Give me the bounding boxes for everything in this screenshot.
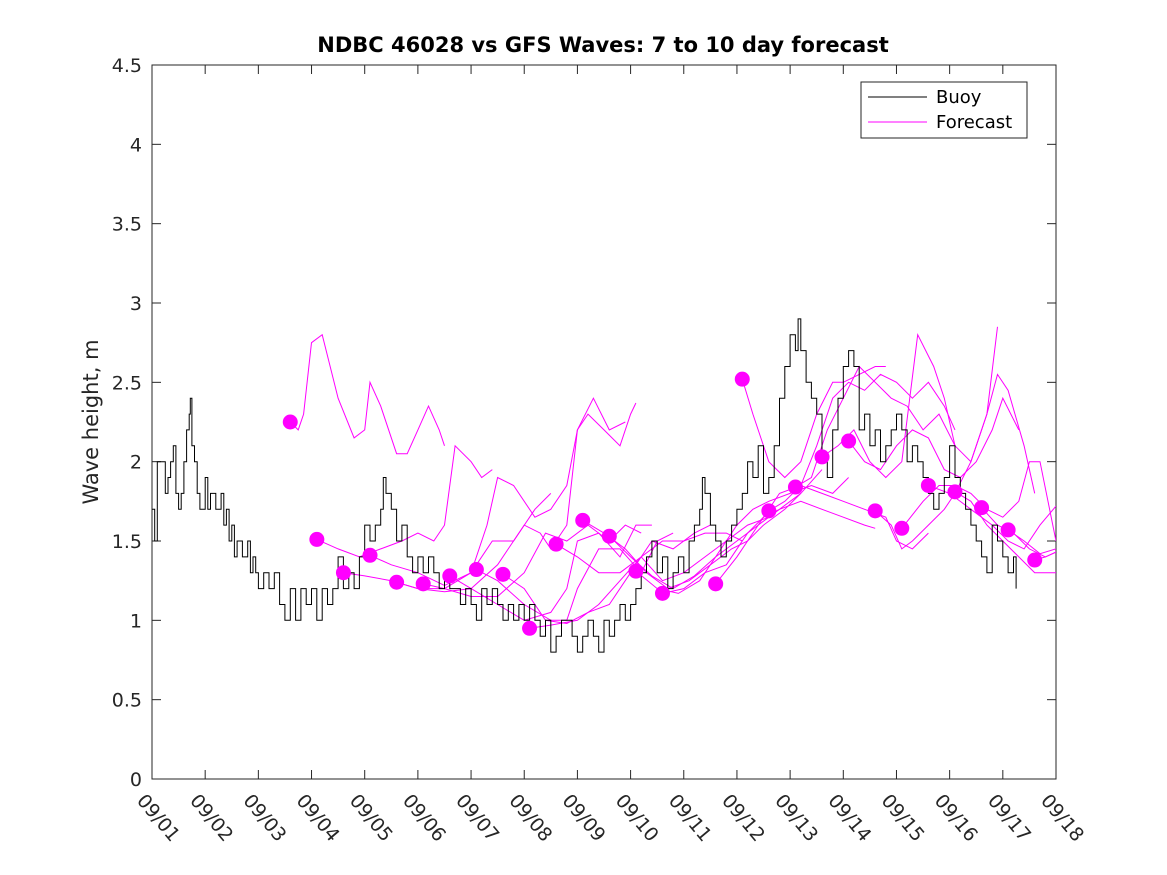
forecast-line bbox=[502, 524, 711, 625]
forecast-marker bbox=[1027, 552, 1043, 568]
forecast-marker bbox=[282, 414, 298, 430]
forecast-marker bbox=[654, 585, 670, 601]
forecast-marker bbox=[628, 563, 644, 579]
x-tick-label: 09/13 bbox=[770, 790, 822, 846]
legend-box bbox=[860, 81, 1028, 139]
legend: Buoy Forecast bbox=[860, 81, 1028, 139]
forecast-marker bbox=[814, 449, 830, 465]
y-axis: 0 0.5 1 1.5 2 2.5 3 3.5 4 4.5 bbox=[112, 55, 1056, 791]
forecast-marker bbox=[894, 520, 910, 536]
forecast-marker bbox=[920, 477, 936, 493]
y-tick-label: 2 bbox=[130, 452, 142, 474]
forecast-marker bbox=[309, 531, 325, 547]
forecast-line bbox=[582, 493, 802, 590]
y-tick-label: 1.5 bbox=[112, 531, 142, 553]
x-tick-label: 09/11 bbox=[664, 790, 716, 846]
y-axis-label: Wave height, m bbox=[79, 339, 103, 504]
forecast-marker bbox=[522, 620, 538, 636]
y-tick-label: 4 bbox=[130, 134, 142, 156]
series-layer bbox=[152, 318, 1056, 653]
forecast-marker bbox=[867, 503, 883, 519]
x-tick-label: 09/04 bbox=[292, 790, 344, 846]
legend-label-buoy: Buoy bbox=[936, 87, 982, 108]
forecast-marker bbox=[787, 479, 803, 495]
forecast-marker bbox=[362, 547, 378, 563]
forecast-marker bbox=[601, 528, 617, 544]
forecast-marker bbox=[1000, 522, 1016, 538]
x-tick-label: 09/17 bbox=[983, 790, 1035, 846]
y-tick-label: 0 bbox=[130, 769, 142, 791]
forecast-line bbox=[449, 524, 652, 621]
forecast-marker bbox=[468, 562, 484, 578]
y-tick-label: 0.5 bbox=[112, 690, 142, 712]
x-tick-label: 09/10 bbox=[611, 790, 663, 846]
x-tick-label: 09/03 bbox=[239, 790, 291, 846]
forecast-line bbox=[369, 402, 637, 586]
forecast-line bbox=[289, 333, 445, 455]
legend-label-forecast: Forecast bbox=[936, 112, 1012, 133]
x-tick-label: 09/01 bbox=[132, 790, 184, 846]
x-tick-label: 09/09 bbox=[558, 790, 610, 846]
x-tick-label: 09/16 bbox=[930, 790, 982, 846]
plot-area bbox=[151, 64, 1057, 780]
forecast-marker bbox=[974, 500, 990, 516]
y-tick-label: 2.5 bbox=[112, 372, 142, 394]
forecast-line bbox=[635, 477, 849, 594]
x-tick-label: 09/08 bbox=[504, 790, 556, 846]
forecast-marker bbox=[708, 576, 724, 592]
forecast-line bbox=[316, 444, 493, 558]
forecast-marker bbox=[734, 371, 750, 387]
forecast-line bbox=[555, 516, 769, 582]
x-tick-label: 09/18 bbox=[1036, 790, 1088, 846]
x-tick-label: 09/15 bbox=[877, 790, 929, 846]
y-tick-label: 4.5 bbox=[112, 55, 142, 77]
forecast-marker bbox=[947, 484, 963, 500]
forecast-marker bbox=[389, 574, 405, 590]
forecast-line bbox=[848, 396, 1020, 479]
forecast-marker bbox=[335, 565, 351, 581]
forecast-marker bbox=[841, 433, 857, 449]
x-tick-label: 09/05 bbox=[345, 790, 397, 846]
y-tick-label: 3 bbox=[130, 293, 142, 315]
forecast-line bbox=[396, 397, 626, 593]
forecast-marker bbox=[415, 576, 431, 592]
forecast-line bbox=[1007, 529, 1056, 555]
forecast-marker bbox=[548, 536, 564, 552]
buoy-line bbox=[152, 318, 1017, 653]
forecast-marker bbox=[761, 503, 777, 519]
forecast-marker bbox=[575, 512, 591, 528]
x-tick-label: 09/14 bbox=[823, 790, 875, 846]
x-tick-label: 09/06 bbox=[398, 790, 450, 846]
y-tick-label: 3.5 bbox=[112, 214, 142, 236]
forecast-marker bbox=[495, 566, 511, 582]
x-tick-label: 09/02 bbox=[185, 790, 237, 846]
x-tick-label: 09/07 bbox=[451, 790, 503, 846]
y-tick-label: 1 bbox=[130, 610, 142, 632]
forecast-marker bbox=[442, 568, 458, 584]
chart-title: NDBC 46028 vs GFS Waves: 7 to 10 day for… bbox=[317, 33, 888, 57]
x-tick-label: 09/12 bbox=[717, 790, 769, 846]
